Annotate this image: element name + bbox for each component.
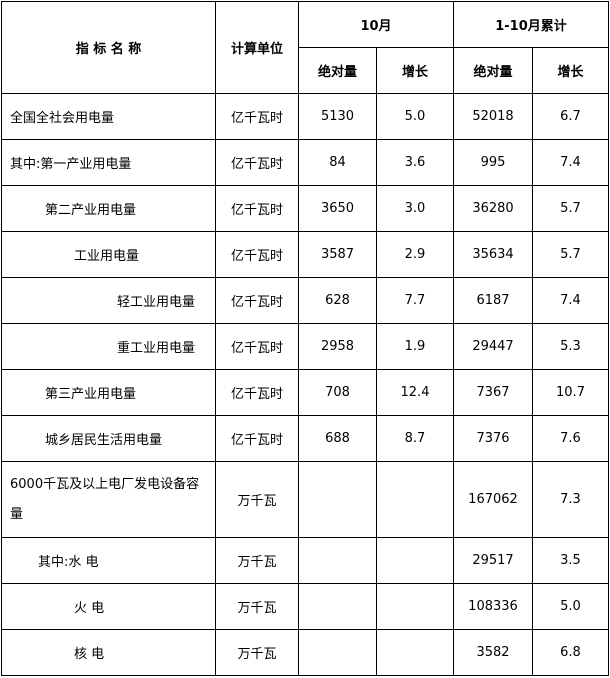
cumulative-absolute: 52018 xyxy=(453,93,533,140)
cumulative-growth: 5.3 xyxy=(532,323,609,370)
row-unit: 亿千瓦时 xyxy=(215,231,299,278)
table-row: 重工业用电量 亿千瓦时 2958 1.9 29447 5.3 xyxy=(1,323,609,370)
header-month: 10月 xyxy=(298,1,454,48)
header-cum-growth: 增长 xyxy=(532,47,609,94)
month-absolute xyxy=(298,537,377,584)
row-name: 其中:第一产业用电量 xyxy=(1,139,216,186)
row-name: 6000千瓦及以上电厂发电设备容量 xyxy=(1,461,216,538)
month-absolute: 628 xyxy=(298,277,377,324)
cumulative-growth: 5.7 xyxy=(532,231,609,278)
cumulative-absolute: 6187 xyxy=(453,277,533,324)
month-growth: 12.4 xyxy=(376,369,454,416)
month-growth xyxy=(376,583,454,630)
table-row: 第二产业用电量 亿千瓦时 3650 3.0 36280 5.7 xyxy=(1,185,609,232)
table-row: 其中:第一产业用电量 亿千瓦时 84 3.6 995 7.4 xyxy=(1,139,609,186)
header-unit: 计算单位 xyxy=(215,1,299,94)
table-row: 6000千瓦及以上电厂发电设备容量 万千瓦 167062 7.3 xyxy=(1,461,609,538)
month-absolute: 688 xyxy=(298,415,377,462)
row-unit: 亿千瓦时 xyxy=(215,277,299,324)
header-month-growth: 增长 xyxy=(376,47,454,94)
month-absolute xyxy=(298,583,377,630)
table-row: 全国全社会用电量 亿千瓦时 5130 5.0 52018 6.7 xyxy=(1,93,609,140)
row-unit: 万千瓦 xyxy=(215,461,299,538)
table-row: 第三产业用电量 亿千瓦时 708 12.4 7367 10.7 xyxy=(1,369,609,416)
month-absolute: 5130 xyxy=(298,93,377,140)
cumulative-growth: 5.7 xyxy=(532,185,609,232)
cumulative-growth: 6.7 xyxy=(532,93,609,140)
table-row: 火 电万千瓦 108336 5.0 xyxy=(1,583,609,630)
month-growth: 2.9 xyxy=(376,231,454,278)
row-unit: 万千瓦 xyxy=(215,537,299,584)
row-name: 工业用电量 xyxy=(1,231,216,278)
row-unit: 亿千瓦时 xyxy=(215,139,299,186)
month-absolute: 84 xyxy=(298,139,377,186)
cumulative-growth: 5.0 xyxy=(532,583,609,630)
row-unit: 亿千瓦时 xyxy=(215,93,299,140)
header-row-2: 绝对量 增长 绝对量 增长 xyxy=(2,47,609,94)
cumulative-growth: 7.6 xyxy=(532,415,609,462)
month-absolute xyxy=(298,461,377,538)
cumulative-absolute: 995 xyxy=(453,139,533,186)
month-growth xyxy=(376,537,454,584)
cumulative-growth: 10.7 xyxy=(532,369,609,416)
cumulative-absolute: 36280 xyxy=(453,185,533,232)
cumulative-growth: 7.3 xyxy=(532,461,609,538)
row-name: 核 电 xyxy=(1,629,216,676)
header-month-abs: 绝对量 xyxy=(298,47,377,94)
cumulative-growth: 6.8 xyxy=(532,629,609,676)
row-name: 第二产业用电量 xyxy=(1,185,216,232)
month-growth xyxy=(376,629,454,676)
cumulative-absolute: 108336 xyxy=(453,583,533,630)
cumulative-absolute: 7367 xyxy=(453,369,533,416)
row-name: 全国全社会用电量 xyxy=(1,93,216,140)
month-growth: 7.7 xyxy=(376,277,454,324)
row-unit: 亿千瓦时 xyxy=(215,415,299,462)
row-unit: 亿千瓦时 xyxy=(215,185,299,232)
cumulative-absolute: 29447 xyxy=(453,323,533,370)
month-growth: 3.6 xyxy=(376,139,454,186)
header-row-1: 指 标 名 称 计算单位 10月 1-10月累计 xyxy=(1,1,609,94)
month-absolute xyxy=(298,629,377,676)
header-cum-abs: 绝对量 xyxy=(453,47,533,94)
cumulative-absolute: 29517 xyxy=(453,537,533,584)
row-name: 第三产业用电量 xyxy=(1,369,216,416)
month-absolute: 3587 xyxy=(298,231,377,278)
row-name: 其中:水 电 xyxy=(1,537,216,584)
row-name: 轻工业用电量 xyxy=(1,277,216,324)
cumulative-absolute: 3582 xyxy=(453,629,533,676)
cumulative-absolute: 35634 xyxy=(453,231,533,278)
month-absolute: 2958 xyxy=(298,323,377,370)
month-growth xyxy=(376,461,454,538)
table-row: 核 电万千瓦 3582 6.8 xyxy=(1,629,609,676)
cumulative-absolute: 7376 xyxy=(453,415,533,462)
month-growth: 1.9 xyxy=(376,323,454,370)
table-row: 轻工业用电量 亿千瓦时 628 7.7 6187 7.4 xyxy=(1,277,609,324)
month-growth: 3.0 xyxy=(376,185,454,232)
month-growth: 8.7 xyxy=(376,415,454,462)
row-unit: 万千瓦 xyxy=(215,583,299,630)
cumulative-absolute: 167062 xyxy=(453,461,533,538)
row-name: 城乡居民生活用电量 xyxy=(1,415,216,462)
row-name: 重工业用电量 xyxy=(1,323,216,370)
header-indicator-name: 指 标 名 称 xyxy=(1,1,216,94)
month-growth: 5.0 xyxy=(376,93,454,140)
month-absolute: 708 xyxy=(298,369,377,416)
row-unit: 亿千瓦时 xyxy=(215,369,299,416)
row-unit: 亿千瓦时 xyxy=(215,323,299,370)
month-absolute: 3650 xyxy=(298,185,377,232)
table-row: 城乡居民生活用电量 亿千瓦时 688 8.7 7376 7.6 xyxy=(1,415,609,462)
table-row: 其中:水 电万千瓦 29517 3.5 xyxy=(1,537,609,584)
cumulative-growth: 3.5 xyxy=(532,537,609,584)
row-unit: 万千瓦 xyxy=(215,629,299,676)
cumulative-growth: 7.4 xyxy=(532,139,609,186)
table-row: 工业用电量 亿千瓦时 3587 2.9 35634 5.7 xyxy=(1,231,609,278)
header-cumulative: 1-10月累计 xyxy=(453,1,609,48)
cumulative-growth: 7.4 xyxy=(532,277,609,324)
row-name: 火 电 xyxy=(1,583,216,630)
